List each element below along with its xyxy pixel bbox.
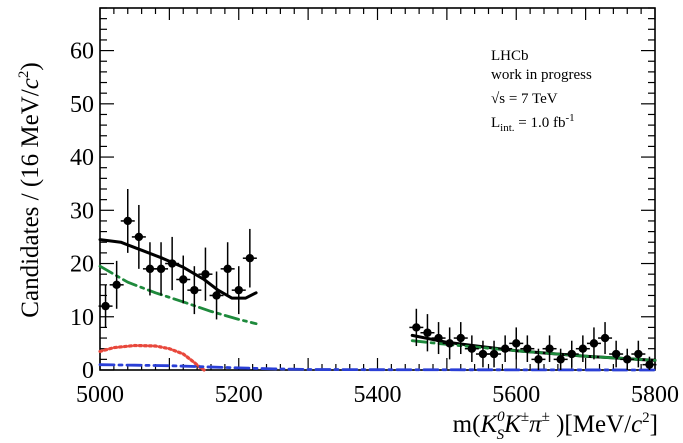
data-point bbox=[220, 242, 235, 296]
data-point bbox=[609, 340, 624, 368]
data-marker bbox=[489, 349, 499, 359]
y-tick-label: 30 bbox=[70, 198, 94, 224]
data-marker bbox=[234, 285, 243, 295]
data-point bbox=[575, 335, 590, 363]
data-point bbox=[464, 335, 479, 363]
data-marker bbox=[145, 264, 155, 274]
data-point bbox=[531, 348, 546, 370]
data-point bbox=[642, 356, 657, 370]
data-marker bbox=[600, 333, 610, 343]
data-point bbox=[631, 340, 646, 368]
y-tick-label: 60 bbox=[70, 39, 94, 65]
data-marker bbox=[179, 275, 188, 284]
data-point bbox=[131, 204, 146, 269]
data-point bbox=[509, 327, 524, 360]
annotation-status: work in progress bbox=[491, 67, 592, 83]
data-marker bbox=[534, 355, 543, 364]
data-point bbox=[209, 271, 224, 320]
data-marker bbox=[589, 339, 599, 348]
data-marker bbox=[467, 344, 477, 353]
data-marker bbox=[190, 285, 199, 295]
data-point bbox=[487, 340, 502, 368]
data-marker bbox=[112, 280, 121, 290]
data-marker bbox=[245, 254, 255, 263]
data-marker bbox=[212, 291, 221, 300]
y-axis-label: Candidates / (16 MeV/c2) bbox=[16, 62, 44, 317]
data-point bbox=[542, 335, 557, 363]
data-point bbox=[420, 314, 435, 352]
data-marker bbox=[645, 360, 654, 369]
data-marker bbox=[156, 264, 166, 274]
data-point bbox=[198, 247, 213, 301]
data-marker bbox=[167, 259, 177, 268]
data-point bbox=[231, 266, 246, 315]
data-marker bbox=[523, 344, 532, 353]
x-tick-label: 5400 bbox=[354, 382, 402, 408]
data-point bbox=[98, 284, 113, 328]
data-point bbox=[154, 242, 169, 296]
fit-curve-dotted-2-0 bbox=[98, 343, 206, 372]
data-marker bbox=[412, 323, 421, 332]
data-marker bbox=[512, 339, 521, 348]
data-marker bbox=[567, 349, 576, 359]
plot-annotation: LHCb work in progress √s = 7 TeV Lint. =… bbox=[491, 48, 592, 134]
data-marker bbox=[545, 344, 554, 353]
plot-frame bbox=[99, 7, 656, 371]
data-point bbox=[165, 236, 180, 291]
data-marker bbox=[434, 333, 443, 343]
data-point bbox=[553, 348, 568, 370]
data-marker bbox=[456, 333, 465, 343]
y-tick-label: 20 bbox=[70, 252, 94, 278]
annotation-luminosity: Lint. = 1.0 fb-1 bbox=[491, 112, 575, 134]
data-marker bbox=[611, 349, 621, 359]
x-tick-label: 5000 bbox=[76, 382, 124, 408]
data-point bbox=[620, 348, 635, 370]
data-marker bbox=[123, 216, 132, 226]
data-marker bbox=[423, 328, 432, 337]
y-tick-label: 40 bbox=[70, 145, 94, 171]
data-point bbox=[242, 228, 257, 288]
data-point bbox=[109, 260, 124, 309]
fit-curve-dash-dot-1-0 bbox=[98, 264, 258, 326]
data-marker bbox=[623, 355, 632, 364]
annotation-experiment: LHCb bbox=[491, 48, 529, 64]
data-point bbox=[176, 255, 191, 304]
y-tick-label: 50 bbox=[70, 92, 94, 118]
data-point bbox=[520, 335, 535, 363]
data-marker bbox=[500, 344, 510, 353]
data-point bbox=[586, 327, 601, 360]
data-point bbox=[453, 322, 468, 355]
data-point bbox=[598, 322, 613, 355]
data-point bbox=[409, 308, 424, 347]
data-point bbox=[498, 335, 513, 363]
data-marker bbox=[478, 349, 488, 359]
data-point bbox=[431, 322, 446, 355]
y-tick-label: 0 bbox=[82, 358, 94, 384]
data-marker bbox=[134, 232, 144, 242]
data-point bbox=[564, 340, 579, 368]
data-marker bbox=[634, 349, 643, 359]
x-tick-label: 5200 bbox=[215, 382, 263, 408]
fit-curve-dash-dot-3-0 bbox=[98, 363, 657, 372]
data-marker bbox=[223, 264, 232, 274]
data-marker bbox=[101, 301, 110, 311]
x-axis-label: m(K0 SK±π± )[MeV/c2] bbox=[453, 409, 658, 443]
x-tick-label: 5800 bbox=[631, 382, 679, 408]
data-point bbox=[442, 327, 457, 360]
data-point bbox=[120, 189, 135, 253]
x-tick-label: 5600 bbox=[492, 382, 540, 408]
data-marker bbox=[578, 344, 588, 353]
y-tick-label: 10 bbox=[70, 305, 94, 331]
data-marker bbox=[556, 355, 565, 364]
data-marker bbox=[445, 339, 454, 348]
annotation-energy: √s = 7 TeV bbox=[491, 91, 558, 107]
data-marker bbox=[201, 269, 210, 279]
data-point bbox=[187, 266, 202, 315]
